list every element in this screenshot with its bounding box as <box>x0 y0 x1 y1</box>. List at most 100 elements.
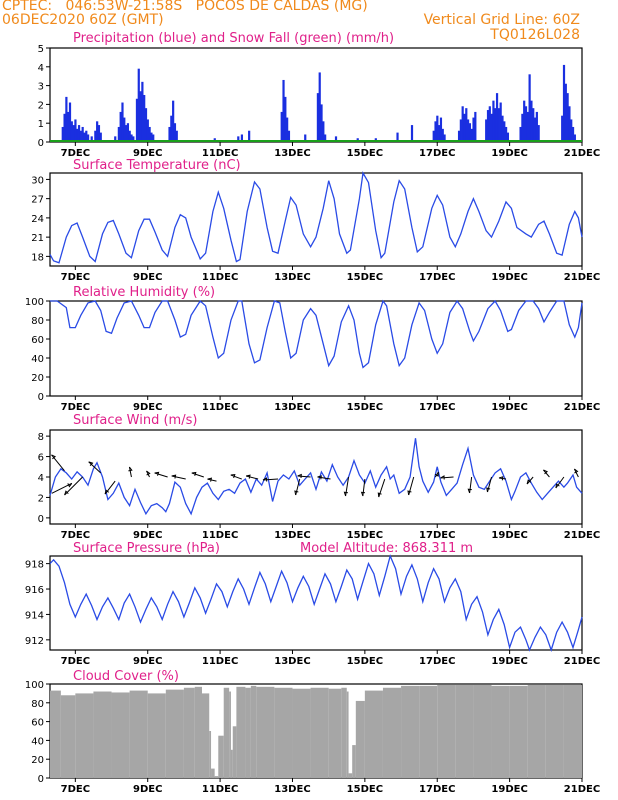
wind-arrow-head <box>64 490 69 496</box>
panel-frame <box>49 172 583 267</box>
wind-arrow <box>297 475 311 478</box>
x-tick-label: 9DEC <box>133 148 162 159</box>
wind-arrow-head <box>207 477 213 482</box>
precipitation-bar <box>286 117 289 142</box>
x-tick-label: 15DEC <box>347 784 383 795</box>
x-tick-label: 11DEC <box>202 784 238 795</box>
precipitation-bar <box>519 126 522 142</box>
precipitation-bar <box>537 125 540 142</box>
y-tick-label: 914 <box>25 610 44 621</box>
precipitation-bar <box>65 96 68 142</box>
precipitation-bar <box>170 115 173 142</box>
wind-arrow-head <box>171 474 177 479</box>
precipitation-bar <box>248 130 251 142</box>
y-tick-label: 80 <box>31 316 44 327</box>
wind-arrow-head <box>434 471 439 477</box>
wind-arrow-head <box>128 466 133 472</box>
series-line <box>49 171 583 264</box>
y-tick-label: 100 <box>25 297 44 308</box>
cloud-cover-bar <box>202 693 210 778</box>
cloud-cover-bar <box>50 690 61 778</box>
precipitation-bar <box>501 115 504 142</box>
x-tick-label: 9DEC <box>133 784 162 795</box>
x-tick-label: 9DEC <box>133 656 162 667</box>
y-tick-label: 912 <box>25 636 44 647</box>
panel-title: Surface Temperature (nC) <box>73 158 241 173</box>
cloud-cover-bar <box>230 749 233 778</box>
y-tick-label: 4 <box>38 473 44 484</box>
precipitation-bar <box>488 106 491 142</box>
precipitation-bar <box>168 126 171 142</box>
precipitation-bar <box>150 132 153 142</box>
x-tick-label: 19DEC <box>491 272 527 283</box>
cloud-cover-bar <box>419 685 438 778</box>
x-tick-label: 9DEC <box>133 402 162 413</box>
precipitation-bar <box>76 128 79 142</box>
x-tick-label: 7DEC <box>61 402 90 413</box>
y-tick-label: 918 <box>25 560 44 571</box>
cloud-cover-bar <box>348 773 353 778</box>
x-tick-label: 19DEC <box>491 148 527 159</box>
x-tick-label: 11DEC <box>202 148 238 159</box>
y-tick-label: 0 <box>38 774 44 785</box>
x-tick-label: 7DEC <box>61 784 90 795</box>
precipitation-bar <box>172 100 175 142</box>
wind-arrow-head <box>230 474 236 479</box>
wind-arrow <box>154 472 168 478</box>
precipitation-bar <box>90 136 93 142</box>
cloud-cover-bar <box>60 695 76 778</box>
panel-frame <box>49 555 583 651</box>
precipitation-bar <box>284 96 287 142</box>
precipitation-bar <box>320 104 323 142</box>
y-tick-label: 3 <box>38 82 44 93</box>
cloud-cover-bar <box>328 688 342 778</box>
x-tick-label: 13DEC <box>274 402 310 413</box>
x-tick-label: 19DEC <box>491 656 527 667</box>
y-tick-label: 2 <box>38 100 44 111</box>
wind-arrow-head <box>262 477 268 482</box>
precipitation-bar <box>497 108 500 142</box>
cloud-cover-bar <box>147 693 166 778</box>
precipitation-bar <box>467 119 470 142</box>
precipitation-bar <box>532 108 535 142</box>
cloud-cover-bar <box>352 745 356 778</box>
precipitation-bar <box>505 126 508 142</box>
precipitation-bar <box>499 102 502 142</box>
precipitation-bar <box>506 132 510 142</box>
wind-arrow-head <box>377 492 382 498</box>
cloud-cover-bar <box>129 690 148 778</box>
cloud-cover-bar <box>165 689 184 778</box>
x-tick-label: 21DEC <box>564 272 600 283</box>
header-location: CPTEC: 046:53W-21:58S POCOS DE CALDAS (M… <box>2 0 368 14</box>
x-tick-label: 7DEC <box>61 656 90 667</box>
cloud-cover-bar <box>401 685 420 778</box>
cloud-cover-bar <box>437 684 456 778</box>
y-tick-label: 1 <box>38 119 44 130</box>
precipitation-bar <box>566 93 569 142</box>
wind-arrow-head <box>360 491 366 497</box>
precipitation-bar <box>441 128 444 142</box>
y-tick-label: 40 <box>31 354 44 365</box>
precipitation-bar <box>282 79 285 142</box>
y-tick-label: 0 <box>38 392 44 403</box>
wind-arrow-head <box>154 471 160 476</box>
precipitation-bar <box>123 117 126 142</box>
y-tick-label: 21 <box>31 233 44 244</box>
precipitation-bar <box>77 125 81 142</box>
cloud-cover-bar <box>346 691 349 778</box>
header-run-date: 06DEC2020 60Z (GMT) <box>2 12 164 28</box>
precipitation-bar <box>533 117 537 142</box>
cloud-cover-bar <box>509 685 528 778</box>
cloud-cover-bar <box>211 768 215 778</box>
precipitation-bar <box>535 111 538 142</box>
precipitation-bar <box>72 125 75 142</box>
cloud-cover-bar <box>256 686 275 778</box>
x-tick-label: 11DEC <box>202 402 238 413</box>
precipitation-bar <box>470 128 473 142</box>
precipitation-bar <box>70 121 73 142</box>
y-tick-label: 4 <box>38 63 44 74</box>
wind-arrow-head <box>51 454 57 460</box>
cloud-cover-bar <box>183 687 195 778</box>
wind-arrow-head <box>191 471 197 476</box>
cloud-cover-bar <box>218 735 224 778</box>
